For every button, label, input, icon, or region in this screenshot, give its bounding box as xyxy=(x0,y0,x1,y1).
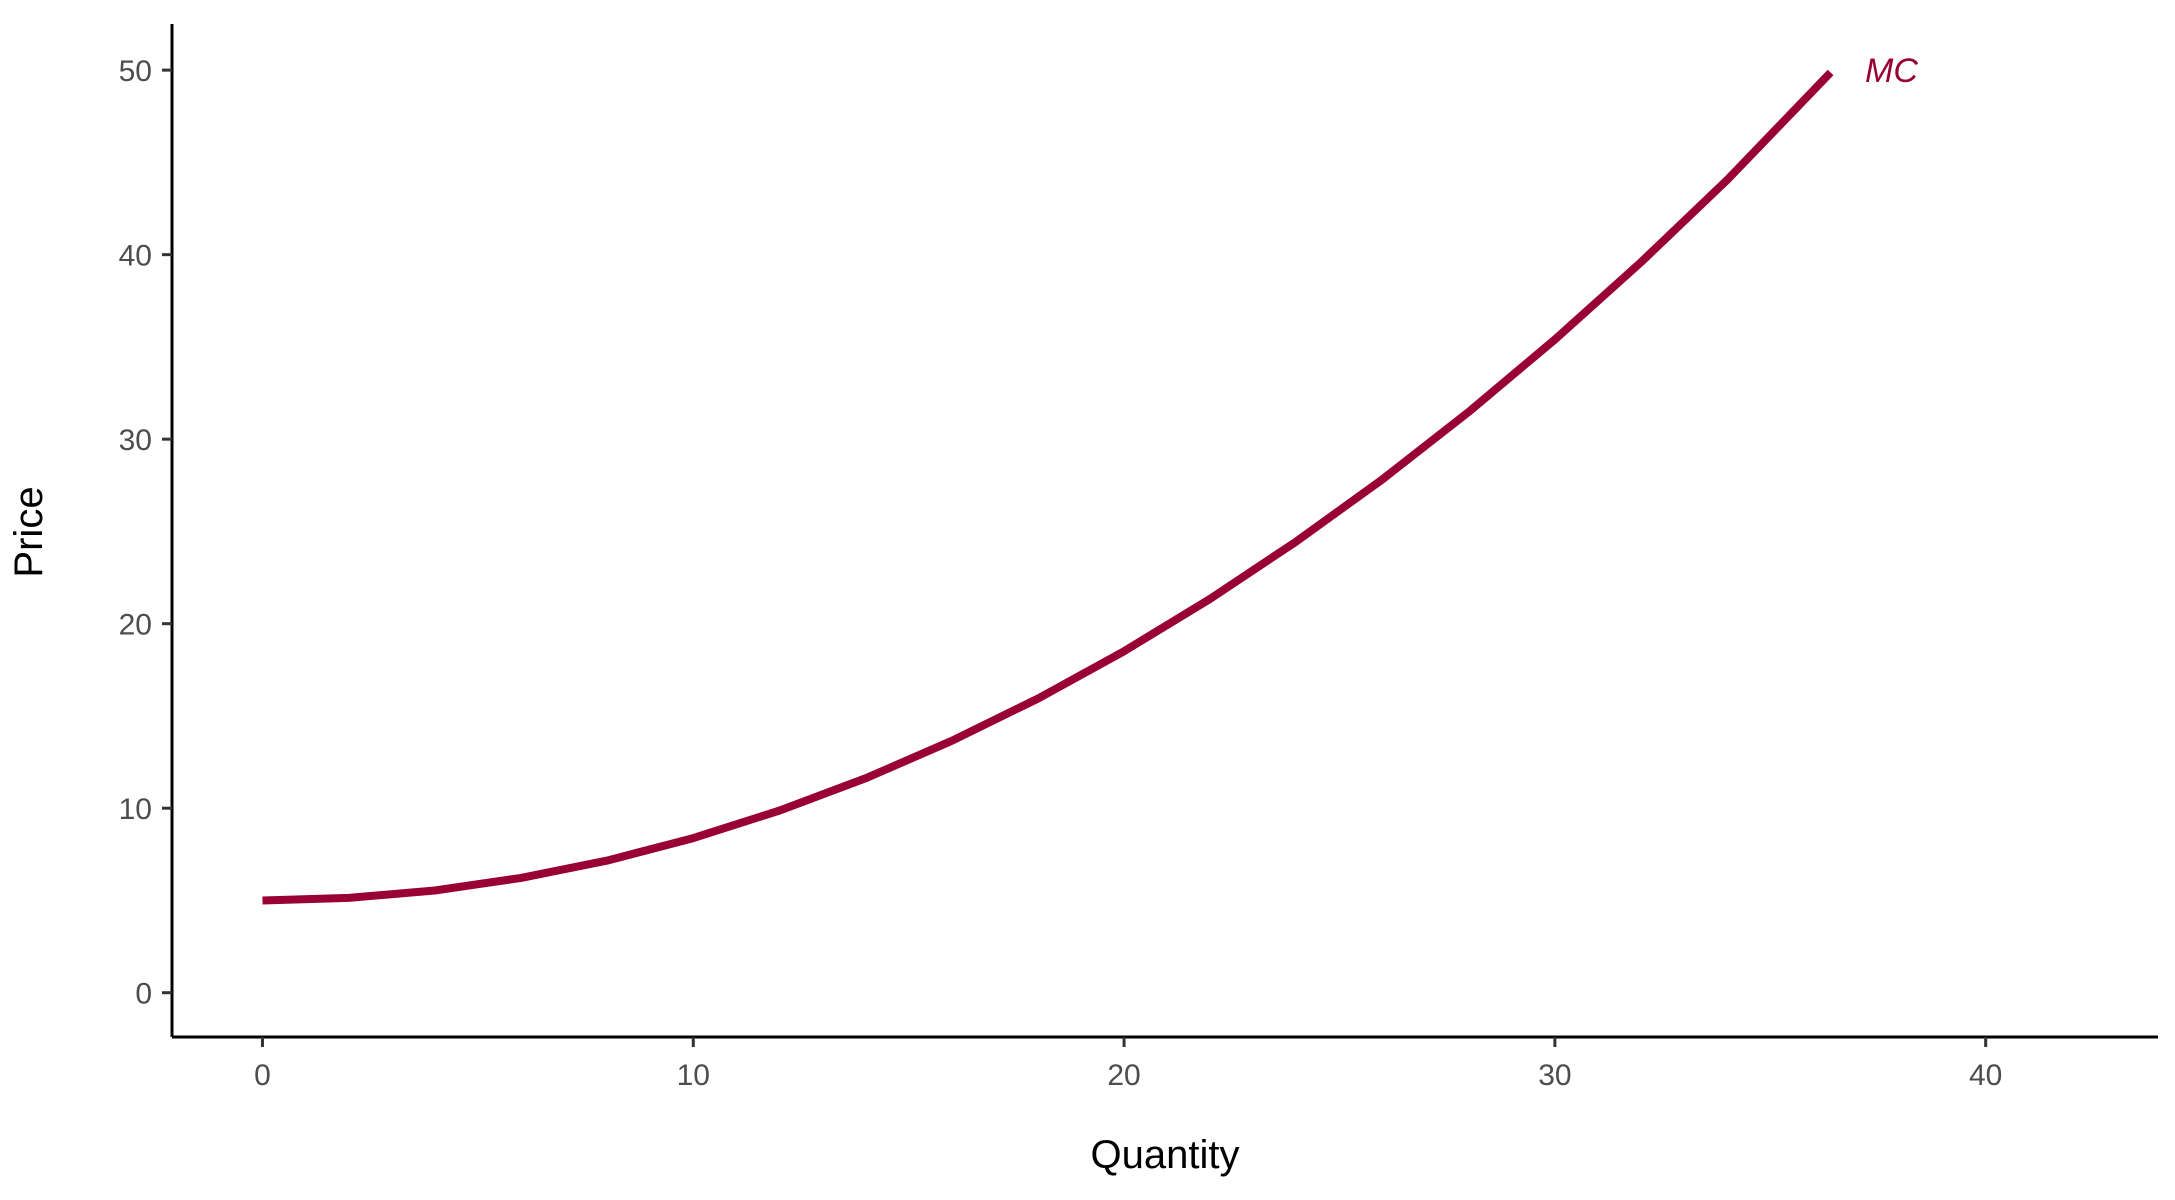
x-tick-label: 30 xyxy=(1538,1059,1571,1092)
x-tick-label: 20 xyxy=(1107,1059,1140,1092)
y-tick-label: 0 xyxy=(135,978,152,1011)
x-tick-label: 0 xyxy=(254,1059,271,1092)
annotation-layer: MC xyxy=(1865,52,1918,90)
y-tick-label: 40 xyxy=(119,240,152,273)
x-tick-label: 40 xyxy=(1969,1059,2002,1092)
y-axis-title: Price xyxy=(7,486,51,577)
mc-curve xyxy=(262,69,1834,905)
y-axis-ticks: 0 10 20 30 40 50 xyxy=(119,55,172,1011)
y-tick-label: 10 xyxy=(119,793,152,826)
y-tick-label: 20 xyxy=(119,609,152,642)
x-axis-title: Quantity xyxy=(1091,1133,1240,1177)
series-layer xyxy=(262,69,1834,905)
y-tick-label: 30 xyxy=(119,424,152,457)
x-axis-ticks: 0 10 20 30 40 xyxy=(254,1037,2002,1092)
y-tick-label: 50 xyxy=(119,55,152,88)
mc-label: MC xyxy=(1865,52,1918,90)
x-tick-label: 10 xyxy=(677,1059,710,1092)
axes xyxy=(170,24,2158,1039)
